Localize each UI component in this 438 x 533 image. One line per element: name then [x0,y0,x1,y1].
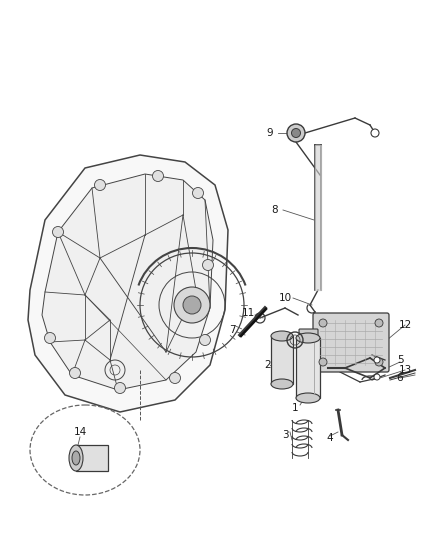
Ellipse shape [69,445,83,471]
Circle shape [95,180,106,190]
FancyBboxPatch shape [313,313,389,372]
Text: 12: 12 [399,320,412,330]
Circle shape [45,333,56,343]
Ellipse shape [296,393,320,403]
Polygon shape [28,155,228,412]
Circle shape [192,188,204,198]
Circle shape [199,335,211,345]
Circle shape [287,124,305,142]
Text: 6: 6 [397,373,403,383]
Circle shape [292,128,300,138]
Circle shape [375,358,383,366]
Ellipse shape [271,331,293,341]
Text: 4: 4 [327,433,333,443]
Circle shape [202,260,213,271]
Text: 2: 2 [265,360,271,370]
Ellipse shape [296,333,320,343]
Text: 14: 14 [74,427,87,437]
Ellipse shape [72,451,80,465]
Circle shape [53,227,64,238]
Text: 10: 10 [279,293,292,303]
Circle shape [375,319,383,327]
Text: 5: 5 [397,355,403,365]
Bar [271,336,293,384]
FancyBboxPatch shape [299,329,318,353]
Circle shape [183,296,201,314]
Text: 13: 13 [399,365,412,375]
Circle shape [371,129,379,137]
Circle shape [174,287,210,323]
Text: 9: 9 [267,128,273,138]
Ellipse shape [271,379,293,389]
Polygon shape [42,174,213,390]
Circle shape [170,373,180,384]
Circle shape [152,171,163,182]
Text: 1: 1 [292,403,298,413]
Text: 7: 7 [229,325,235,335]
Bar [76,445,108,471]
Text: 8: 8 [272,205,278,215]
Circle shape [319,358,327,366]
Text: 3: 3 [282,430,288,440]
Circle shape [374,357,380,363]
Circle shape [374,374,380,380]
Circle shape [114,383,126,393]
Bar [296,338,320,398]
Circle shape [319,319,327,327]
Text: 11: 11 [241,308,254,318]
Circle shape [70,367,81,378]
